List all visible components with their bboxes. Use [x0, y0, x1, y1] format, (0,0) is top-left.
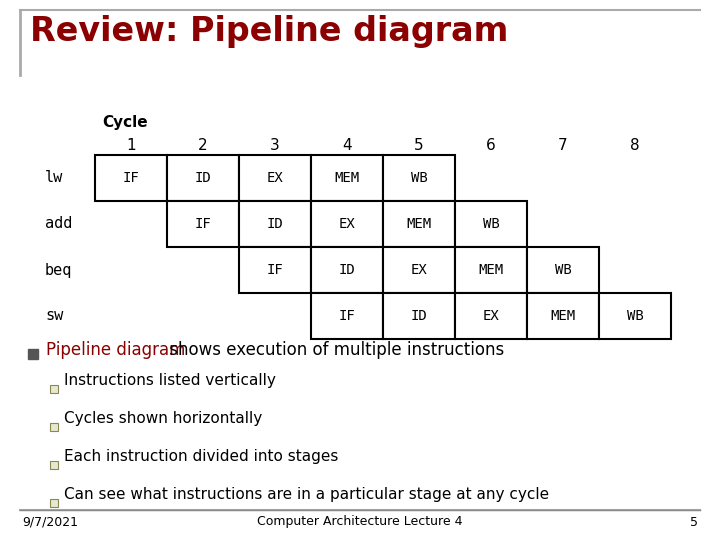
Text: MEM: MEM	[406, 217, 431, 231]
Text: WB: WB	[554, 263, 572, 277]
Text: Computer Architecture Lecture 4: Computer Architecture Lecture 4	[257, 516, 463, 529]
Text: sw: sw	[45, 308, 63, 323]
Text: EX: EX	[266, 171, 284, 185]
Text: 8: 8	[630, 138, 640, 153]
Text: shows execution of multiple instructions: shows execution of multiple instructions	[164, 341, 504, 359]
Text: ID: ID	[338, 263, 356, 277]
Text: Each instruction divided into stages: Each instruction divided into stages	[64, 449, 338, 464]
Text: WB: WB	[626, 309, 644, 323]
Text: lw: lw	[45, 171, 63, 186]
Bar	[239, 201, 311, 247]
Text: beq: beq	[45, 262, 73, 278]
Text: add: add	[45, 217, 73, 232]
Bar	[311, 155, 383, 201]
Bar	[167, 155, 239, 201]
Bar	[50, 385, 58, 393]
Text: ID: ID	[410, 309, 428, 323]
Text: Can see what instructions are in a particular stage at any cycle: Can see what instructions are in a parti…	[64, 488, 549, 503]
Text: EX: EX	[482, 309, 500, 323]
Text: 7: 7	[558, 138, 568, 153]
Text: 6: 6	[486, 138, 496, 153]
Bar	[50, 461, 58, 469]
Text: 3: 3	[270, 138, 280, 153]
Bar	[95, 155, 167, 201]
Bar	[167, 201, 239, 247]
Text: 5: 5	[414, 138, 424, 153]
Bar	[383, 247, 455, 293]
Bar	[383, 201, 455, 247]
Bar	[383, 293, 455, 339]
Bar	[455, 201, 527, 247]
Bar	[311, 293, 383, 339]
Text: MEM: MEM	[478, 263, 503, 277]
Text: 5: 5	[690, 516, 698, 529]
Text: IF: IF	[338, 309, 356, 323]
Text: MEM: MEM	[334, 171, 359, 185]
Bar	[527, 247, 599, 293]
Bar	[455, 247, 527, 293]
Text: WB: WB	[482, 217, 500, 231]
Text: IF: IF	[194, 217, 212, 231]
Text: Cycles shown horizontally: Cycles shown horizontally	[64, 411, 262, 427]
Text: WB: WB	[410, 171, 428, 185]
Bar	[311, 247, 383, 293]
Text: Instructions listed vertically: Instructions listed vertically	[64, 374, 276, 388]
Text: 4: 4	[342, 138, 352, 153]
Text: ID: ID	[194, 171, 212, 185]
Text: IF: IF	[266, 263, 284, 277]
Text: 2: 2	[198, 138, 208, 153]
Text: ID: ID	[266, 217, 284, 231]
Bar	[239, 155, 311, 201]
Bar	[527, 293, 599, 339]
Bar	[239, 247, 311, 293]
Text: EX: EX	[338, 217, 356, 231]
Text: EX: EX	[410, 263, 428, 277]
Text: 9/7/2021: 9/7/2021	[22, 516, 78, 529]
Text: IF: IF	[122, 171, 140, 185]
Bar	[311, 201, 383, 247]
Bar	[50, 499, 58, 507]
Bar	[50, 423, 58, 431]
Text: Review: Pipeline diagram: Review: Pipeline diagram	[30, 15, 508, 48]
Bar	[599, 293, 671, 339]
Text: Pipeline diagram: Pipeline diagram	[46, 341, 185, 359]
Bar	[383, 155, 455, 201]
Text: MEM: MEM	[550, 309, 575, 323]
Bar	[28, 349, 38, 359]
Text: Cycle: Cycle	[102, 115, 148, 130]
Bar	[455, 293, 527, 339]
Text: 1: 1	[126, 138, 136, 153]
